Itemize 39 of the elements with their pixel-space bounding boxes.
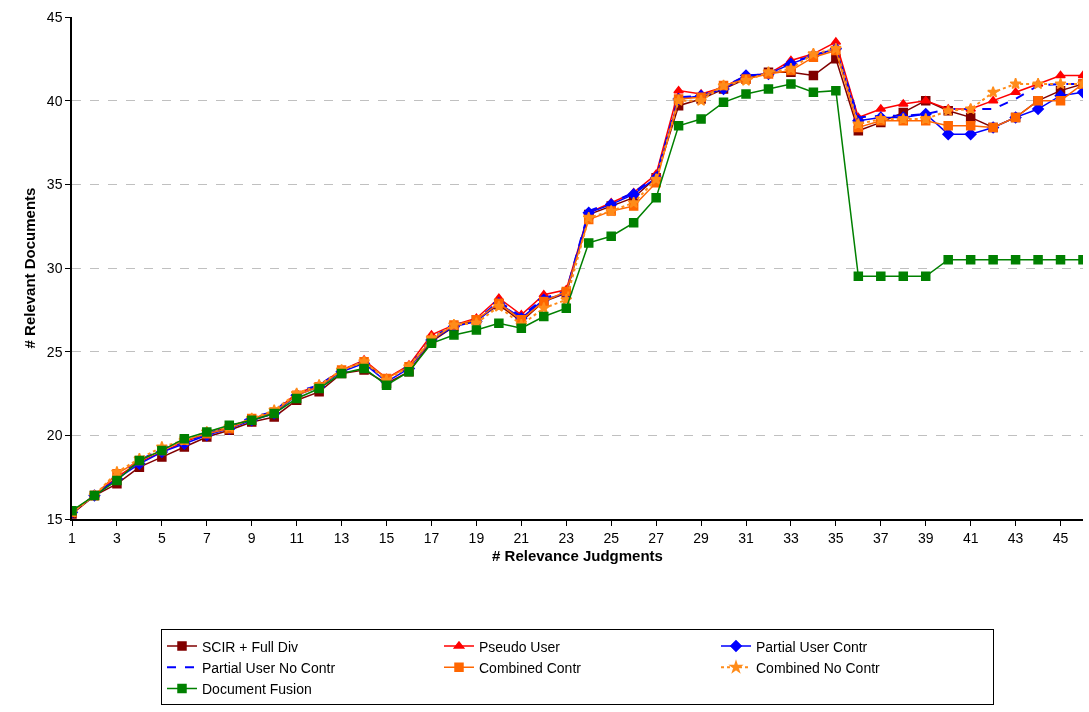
x-tick-label: 9: [247, 529, 256, 546]
x-tick-label: 19: [468, 529, 485, 546]
legend-label: Document Fusion: [202, 680, 312, 697]
x-tick-label: 31: [738, 529, 754, 546]
y-tick-label: 35: [46, 176, 63, 193]
y-tick-label: 15: [46, 510, 63, 527]
x-tick-label: 11: [289, 529, 305, 546]
x-tick-label: 13: [333, 529, 350, 546]
x-axis-title: # Relevance Judgments: [492, 547, 663, 565]
x-tick-label: 29: [693, 529, 710, 546]
x-tick-label: 43: [1007, 529, 1024, 546]
y-tick-label: 45: [46, 8, 63, 25]
x-tick-label: 25: [603, 529, 620, 546]
x-tick-label: 33: [783, 529, 799, 546]
y-tick-label: 20: [46, 427, 63, 444]
x-tick-label: 21: [513, 529, 530, 546]
x-tick-label: 45: [1052, 529, 1069, 546]
x-tick-label: 7: [202, 529, 211, 546]
x-tick-label: 1: [68, 529, 77, 546]
x-tick-label: 37: [873, 529, 889, 546]
legend-label: SCIR + Full Div: [202, 638, 299, 655]
legend-label: Partial User Contr: [756, 638, 868, 655]
x-tick-label: 15: [378, 529, 395, 546]
legend-label: Combined No Contr: [756, 659, 881, 676]
x-tick-label: 35: [828, 529, 844, 546]
x-tick-label: 17: [423, 529, 440, 546]
x-tick-label: 27: [648, 529, 665, 546]
x-tick-label: 23: [558, 529, 575, 546]
y-tick-label: 40: [46, 92, 63, 109]
legend-label: Pseudo User: [479, 638, 561, 655]
x-tick-label: 39: [917, 529, 934, 546]
x-tick-label: 3: [113, 529, 122, 546]
y-tick-label: 30: [46, 259, 63, 276]
x-tick-label: 41: [962, 529, 979, 546]
y-axis-title: # Relevant Documents: [20, 187, 38, 349]
y-tick-label: 25: [46, 343, 63, 360]
x-tick-label: 5: [157, 529, 166, 546]
legend-label: Combined Contr: [479, 659, 582, 676]
legend-label: Partial User No Contr: [202, 659, 336, 676]
